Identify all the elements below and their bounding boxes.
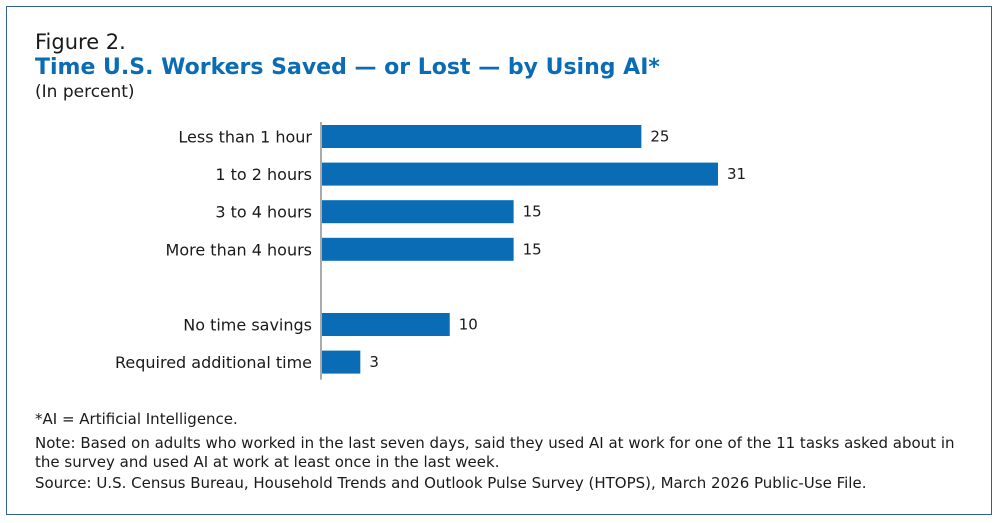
bar-chart: Less than 1 hour 25 1 to 2 hours 31 3 to 4 h… [115,122,746,380]
category-label: 1 to 2 hours [215,165,312,184]
bar [322,200,514,224]
bar [322,313,450,336]
figure-frame [6,6,992,515]
chart-title: Time U.S. Workers Saved — or Lost — by U… [35,55,660,80]
category-label: Less than 1 hour [178,128,312,147]
bar [322,350,361,374]
footnote: *AI = Artificial Intelligence. [35,410,238,428]
figure-label: Figure 2. [35,30,126,54]
data-label: 15 [523,203,542,221]
data-label: 15 [523,240,542,258]
bar [322,237,514,261]
bar [322,162,718,186]
data-label: 3 [369,353,379,371]
source-text: Source: U.S. Census Bureau, Household Tr… [35,474,867,492]
category-label: More than 4 hours [166,240,312,259]
data-label: 31 [727,165,746,183]
bars-group: Less than 1 hour 25 1 to 2 hours 31 3 to 4 h… [115,125,746,374]
note-text: Note: Based on adults who worked in the … [35,434,955,471]
category-label: Required additional time [115,353,312,372]
data-label: 10 [459,316,478,334]
notes-section: *AI = Artificial Intelligence. Note: Bas… [35,410,965,495]
data-label: 25 [650,128,669,146]
category-label: 3 to 4 hours [215,203,312,222]
chart-subtitle: (In percent) [35,82,135,102]
bar [322,125,642,148]
category-label: No time savings [183,316,312,335]
